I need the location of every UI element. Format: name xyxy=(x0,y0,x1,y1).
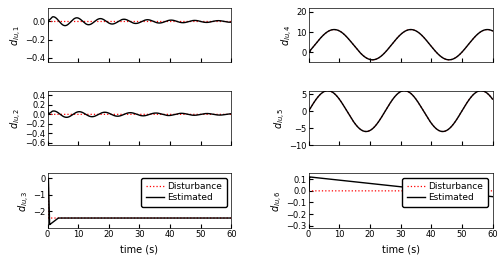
Legend: Disturbance, Estimated: Disturbance, Estimated xyxy=(402,178,488,207)
Y-axis label: $d_{lu,6}$: $d_{lu,6}$ xyxy=(270,190,285,212)
Y-axis label: $d_{lu,2}$: $d_{lu,2}$ xyxy=(8,107,24,129)
Y-axis label: $d_{lu,3}$: $d_{lu,3}$ xyxy=(16,190,32,211)
Y-axis label: $d_{lu,4}$: $d_{lu,4}$ xyxy=(280,24,294,46)
Legend: Disturbance, Estimated: Disturbance, Estimated xyxy=(142,178,227,207)
Y-axis label: $d_{lu,5}$: $d_{lu,5}$ xyxy=(272,107,287,129)
X-axis label: time (s): time (s) xyxy=(382,245,420,255)
X-axis label: time (s): time (s) xyxy=(120,245,158,255)
Y-axis label: $d_{lu,1}$: $d_{lu,1}$ xyxy=(9,24,24,46)
